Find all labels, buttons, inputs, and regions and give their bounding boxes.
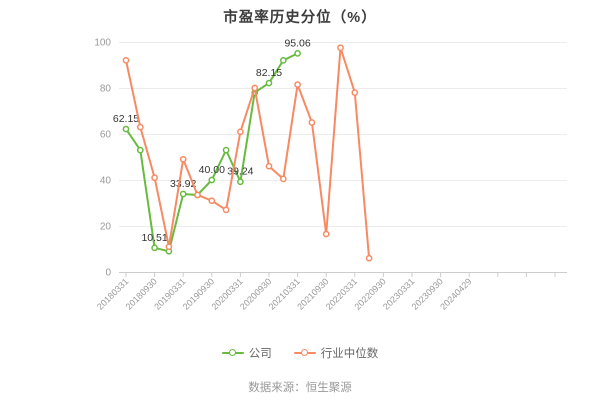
data-point-marker[interactable] [208, 197, 216, 205]
data-point-marker[interactable] [136, 123, 144, 131]
data-point-label: 82.15 [256, 67, 282, 79]
legend-label-company: 公司 [248, 348, 272, 360]
data-point-label: 33.92 [170, 178, 196, 190]
data-point-marker[interactable] [265, 162, 273, 170]
data-source-note: 数据来源：恒生聚源 [248, 382, 352, 394]
data-point-marker[interactable] [237, 178, 244, 186]
data-point-label: 62.15 [113, 113, 139, 125]
y-grid: 0 20 40 60 80 100 [94, 38, 567, 279]
data-point-marker[interactable] [308, 119, 316, 126]
data-point-marker[interactable] [351, 89, 359, 96]
x-axis: 2018033120180930201903312019093020200331… [95, 272, 556, 312]
data-point-marker[interactable] [294, 50, 301, 57]
data-point-marker[interactable] [237, 128, 244, 136]
data-point-marker[interactable] [365, 254, 373, 262]
data-point-marker[interactable] [337, 44, 344, 52]
data-point-marker[interactable] [122, 57, 130, 64]
legend-item-industry-median[interactable]: 行业中位数 [293, 345, 379, 361]
y-axis-tick-label: 100 [94, 38, 111, 49]
x-axis-tick-label: 20240429 [438, 276, 473, 311]
data-point-marker[interactable] [265, 79, 273, 87]
legend-item-company[interactable]: 公司 [221, 345, 272, 361]
series-line [125, 46, 371, 259]
data-point-marker[interactable] [194, 191, 201, 199]
data-point-marker[interactable] [222, 206, 230, 214]
data-point-marker[interactable] [322, 230, 330, 238]
company-series-marker-icon [221, 349, 244, 357]
y-axis-tick-label: 0 [105, 268, 111, 279]
y-axis-tick-label: 80 [100, 84, 112, 95]
data-point-marker[interactable] [208, 176, 216, 184]
data-point-marker[interactable] [279, 175, 287, 183]
data-point-marker[interactable] [279, 57, 287, 64]
industry-median-series-marker-icon [293, 349, 316, 357]
data-point-marker[interactable] [151, 244, 158, 252]
data-point-marker[interactable] [179, 155, 187, 163]
data-point-marker[interactable] [122, 125, 130, 133]
data-point-marker[interactable] [251, 84, 259, 92]
legend-label-industry-median: 行业中位数 [320, 348, 379, 360]
data-point-marker[interactable] [294, 81, 301, 88]
data-point-label: 95.06 [284, 37, 310, 49]
data-point-marker[interactable] [151, 174, 158, 182]
data-point-marker[interactable] [222, 146, 230, 154]
series-行业中位数 [122, 44, 373, 262]
data-point-marker[interactable] [179, 190, 187, 198]
data-point-label: 39.24 [227, 166, 253, 178]
data-point-marker[interactable] [136, 146, 144, 154]
data-point-label: 10.51 [141, 232, 167, 244]
chart-legend: 公司 行业中位数 [0, 345, 600, 361]
chart-title: 市盈率历史分位（%） [223, 10, 377, 26]
y-axis-tick-label: 20 [100, 222, 112, 233]
y-axis-tick-label: 60 [100, 130, 112, 141]
data-point-marker[interactable] [165, 243, 173, 251]
data-point-label: 40.00 [199, 164, 225, 176]
y-axis-tick-label: 40 [100, 176, 112, 187]
